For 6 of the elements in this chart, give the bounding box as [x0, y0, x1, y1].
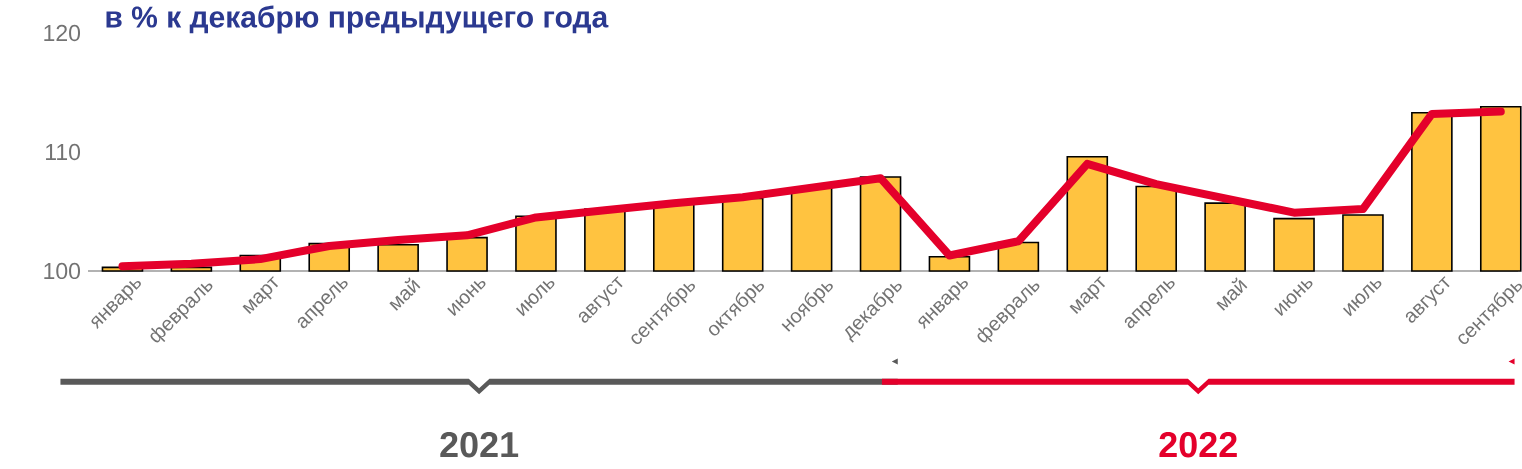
y-tick-label: 100 [44, 262, 81, 280]
y-tick-label: 110 [46, 143, 81, 161]
text: 2022 [1159, 431, 1237, 458]
text: 2021 [440, 431, 519, 458]
y-tick-label: 120 [44, 24, 81, 42]
chart-title: в % к декабрю предыдущего года [106, 5, 609, 34]
